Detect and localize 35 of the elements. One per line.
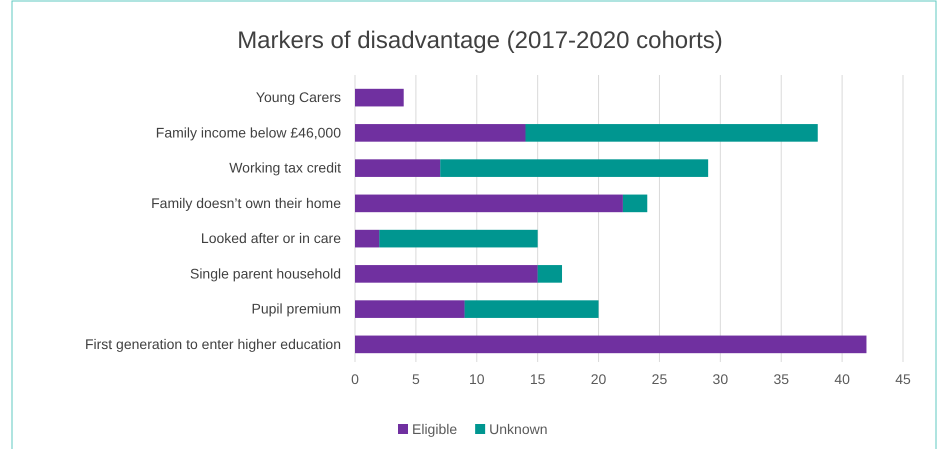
x-tick-label: 20 xyxy=(590,370,607,387)
y-tick-label: Family income below £46,000 xyxy=(156,124,342,140)
bar xyxy=(355,159,440,177)
y-tick-label: Single parent household xyxy=(190,265,341,282)
bar xyxy=(355,230,380,248)
bar xyxy=(355,124,526,142)
y-tick-label: First generation to enter higher education xyxy=(84,336,341,352)
x-tick-label: 5 xyxy=(412,370,420,387)
bar xyxy=(355,265,538,283)
chart-title: Markers of disadvantage (2017-2020 cohorts) xyxy=(237,27,723,54)
bar xyxy=(379,230,538,248)
x-tick-label: 15 xyxy=(530,370,546,387)
x-tick-label: 40 xyxy=(834,370,850,387)
y-tick-label: Family doesn’t own their home xyxy=(151,194,342,211)
bar xyxy=(355,88,404,106)
bar xyxy=(355,336,866,354)
legend-label: Unknown xyxy=(489,421,548,437)
bar xyxy=(440,159,708,177)
y-tick-label: Working tax credit xyxy=(229,160,342,176)
x-tick-label: 30 xyxy=(712,370,728,387)
bar xyxy=(464,300,599,318)
x-tick-label: 35 xyxy=(773,370,790,387)
bar xyxy=(525,124,818,142)
y-tick-label: Pupil premium xyxy=(252,300,341,317)
x-tick-label: 45 xyxy=(895,370,911,387)
bar xyxy=(538,265,562,283)
bar xyxy=(355,300,465,318)
legend-label: Eligible xyxy=(412,421,458,437)
x-tick-label: 25 xyxy=(652,370,668,387)
bar xyxy=(622,194,648,212)
x-tick-label: 10 xyxy=(468,370,485,387)
bar xyxy=(355,194,623,212)
y-tick-label: Looked after or in care xyxy=(200,230,342,246)
y-tick-label: Young Carers xyxy=(256,89,341,106)
x-tick-label: 0 xyxy=(351,370,360,387)
